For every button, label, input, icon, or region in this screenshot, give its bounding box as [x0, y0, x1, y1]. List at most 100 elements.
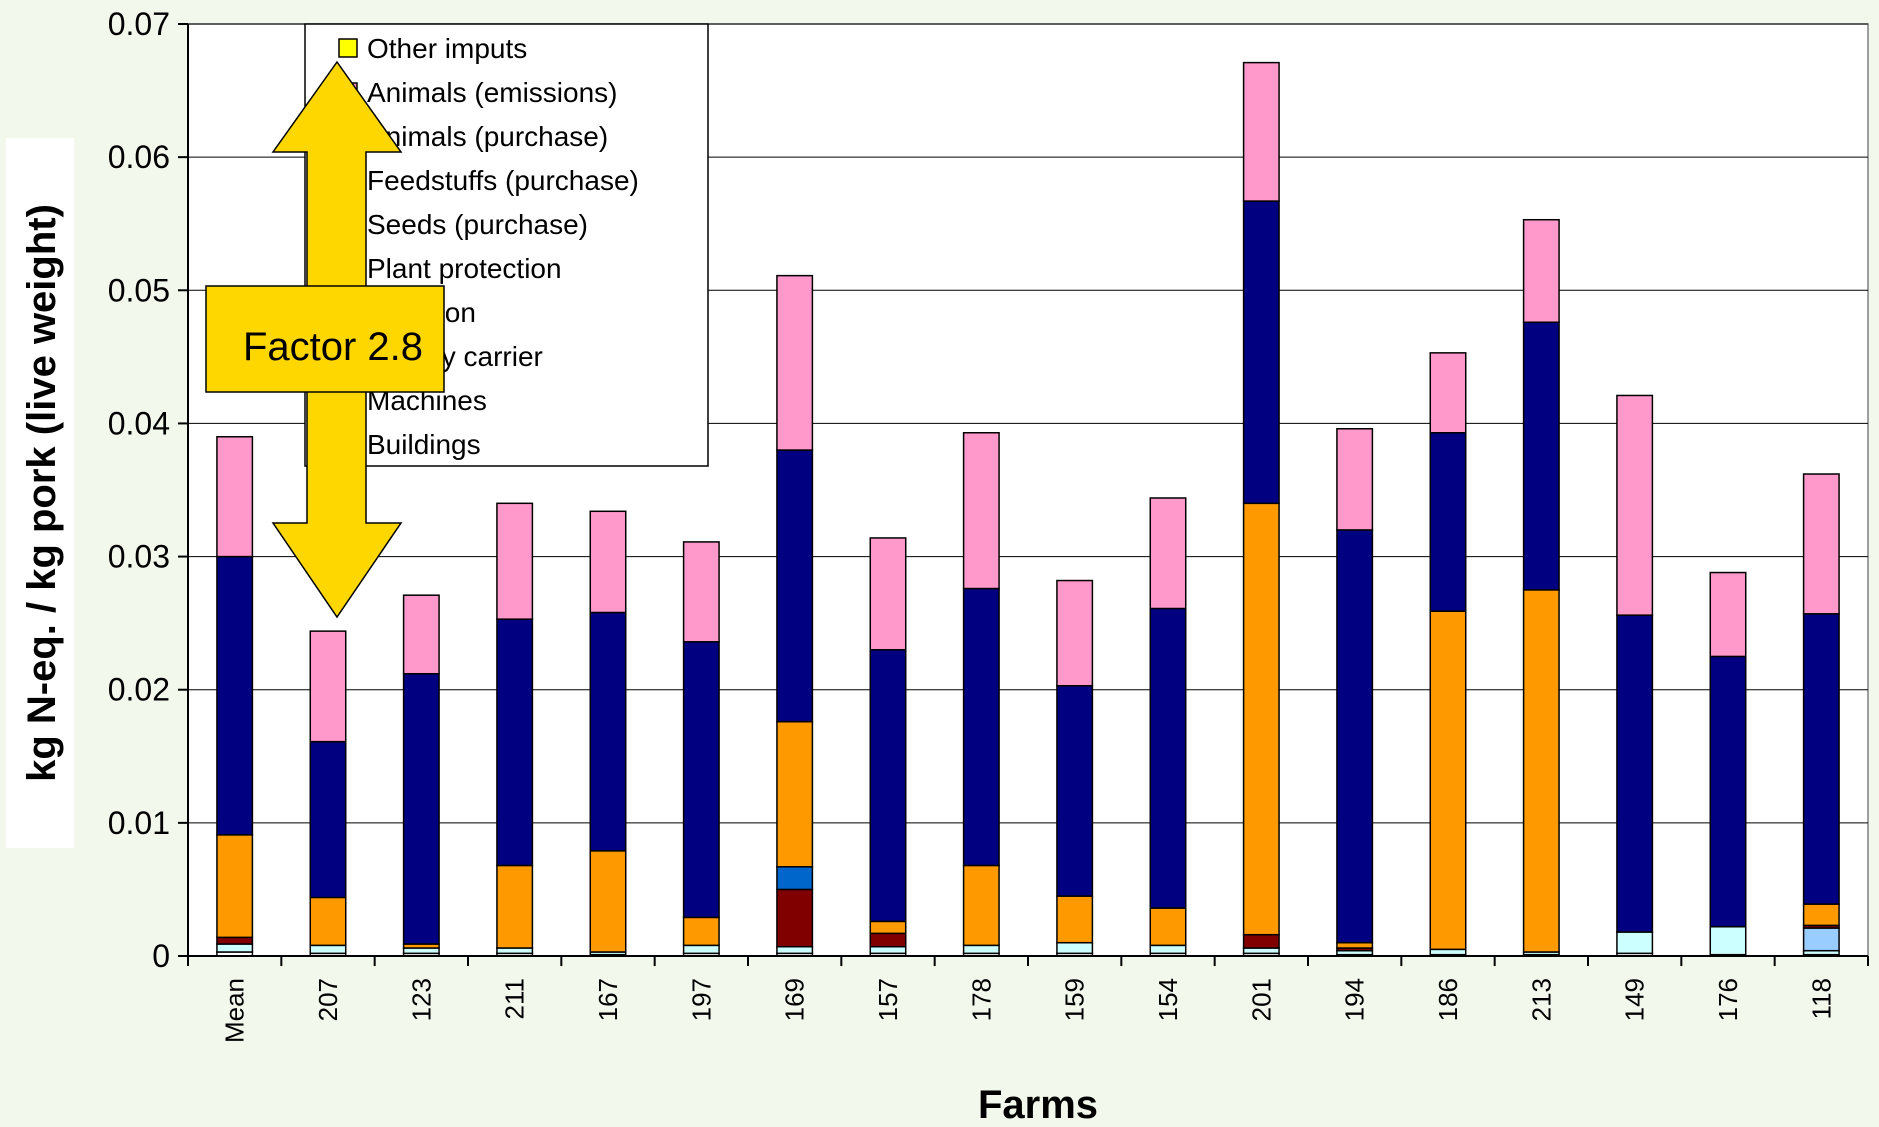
x-tick-label: 207: [313, 978, 343, 1021]
factor-callout: Factor 2.8: [205, 60, 445, 619]
y-tick-label: 0.01: [108, 805, 170, 841]
bar-segment: [589, 510, 627, 614]
bar-segment: [962, 944, 1000, 955]
bar-segment: [216, 936, 254, 945]
y-tick-label: 0.05: [108, 272, 170, 308]
x-tick-label: 186: [1433, 978, 1463, 1021]
bar-segment: [776, 866, 814, 891]
bar-segment: [1429, 431, 1467, 612]
y-axis-title-background: [6, 138, 74, 848]
bar-segment: [216, 435, 254, 558]
bar-segment: [309, 740, 347, 899]
bar-segment: [1522, 218, 1560, 323]
bar-segment: [1056, 895, 1094, 944]
x-tick-label: Mean: [220, 978, 250, 1043]
x-tick-label: 201: [1246, 978, 1276, 1021]
bar-segment: [1802, 903, 1840, 927]
factor-callout-box: [205, 285, 445, 393]
bar-segment: [1149, 497, 1187, 610]
bars: [216, 61, 1840, 957]
bar-segment: [1429, 948, 1467, 956]
bar-segment: [682, 944, 720, 955]
x-tick-label: 213: [1526, 978, 1556, 1021]
bar-segment: [216, 555, 254, 836]
bar-segment: [1149, 907, 1187, 947]
bar-segment: [1242, 502, 1280, 936]
bar-segment: [496, 618, 534, 867]
bar-segment: [496, 502, 534, 620]
legend-label: Other imputs: [367, 33, 527, 64]
bar-segment: [1056, 579, 1094, 687]
bar-segment: [216, 943, 254, 953]
bar-segment: [402, 672, 440, 945]
bar-segment: [496, 864, 534, 949]
y-tick-label: 0.03: [108, 539, 170, 575]
legend-label: Buildings: [367, 429, 481, 460]
factor-callout-label: Factor 2.8: [243, 325, 423, 369]
bar-segment: [869, 649, 907, 923]
x-tick-label: 178: [966, 978, 996, 1021]
axes: [178, 23, 1869, 966]
bar-segment: [1336, 941, 1374, 949]
legend-swatch: [338, 38, 358, 58]
y-axis-title: kg N-eq. / kg pork (live weight): [20, 204, 64, 782]
bar-segment: [1709, 571, 1747, 658]
bar-segment: [309, 630, 347, 743]
bar-segment: [962, 431, 1000, 590]
bar-segment: [309, 944, 347, 955]
bar-segment: [1709, 925, 1747, 956]
bar-segment: [869, 945, 907, 955]
bar-segment: [402, 594, 440, 675]
bar-segment: [309, 896, 347, 947]
bar-segment: [1149, 607, 1187, 909]
x-tick-label: 149: [1620, 978, 1650, 1021]
legend-label: Seeds (purchase): [367, 209, 588, 240]
x-tick-label: 211: [500, 978, 530, 1019]
bar-segment: [402, 947, 440, 955]
bar-segment: [1429, 610, 1467, 951]
bar-segment: [1242, 933, 1280, 949]
bar-segment: [1616, 931, 1654, 955]
bar-segment: [589, 611, 627, 852]
bar-segment: [962, 864, 1000, 947]
bar-segment: [869, 920, 907, 935]
bar-segment: [1242, 61, 1280, 202]
bar-segment: [1522, 589, 1560, 953]
bar-segment: [776, 945, 814, 955]
bar-segment: [1802, 927, 1840, 952]
bar-segment: [1056, 941, 1094, 955]
y-tick-labels: 0 0.01 0.02 0.03 0.04 0.05 0.06 0.07: [108, 6, 170, 974]
y-tick-label: 0.06: [108, 139, 170, 175]
legend-label: Animals (emissions): [367, 77, 618, 108]
x-axis-title: Farms: [978, 1083, 1098, 1127]
bar-segment: [1709, 655, 1747, 928]
bar-segment: [1616, 394, 1654, 616]
bar-segment: [1802, 473, 1840, 615]
x-tick-label: 123: [406, 978, 436, 1021]
bar-segment: [1242, 200, 1280, 505]
x-tick-label: 194: [1340, 978, 1370, 1021]
bar-segment: [1056, 684, 1094, 897]
x-tick-labels: Mean 207 123 211 167 197 169 157 178 159 154 201 194…: [220, 978, 1837, 1043]
x-tick-label: 197: [686, 978, 716, 1021]
y-axis-title-group: kg N-eq. / kg pork (live weight): [6, 138, 74, 848]
bar-segment: [1522, 321, 1560, 591]
bar-segment: [1616, 614, 1654, 933]
legend-label: Plant protection: [367, 253, 562, 284]
x-tick-label: 167: [593, 978, 623, 1021]
bar-segment: [496, 947, 534, 955]
x-tick-label: 176: [1713, 978, 1743, 1021]
x-tick-label: 154: [1153, 978, 1183, 1021]
bar-segment: [682, 541, 720, 643]
y-tick-label: 0.04: [108, 405, 170, 441]
bar-segment: [776, 720, 814, 868]
y-tick-label: 0.02: [108, 672, 170, 708]
bar-segment: [776, 888, 814, 948]
bar-segment: [869, 932, 907, 948]
y-tick-label: 0.07: [108, 6, 170, 42]
x-tick-label: 157: [873, 978, 903, 1021]
bar-segment: [682, 641, 720, 919]
bar-segment: [869, 537, 907, 651]
